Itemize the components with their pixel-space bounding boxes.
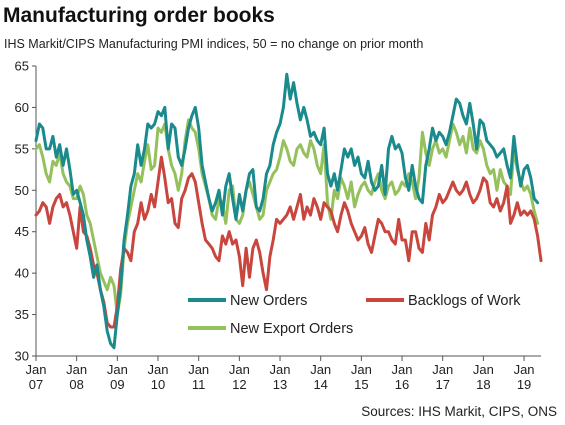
legend: New Orders Backlogs of Work New Export Ord… [188, 293, 521, 337]
x-tick-label-month: Jan [473, 362, 494, 377]
x-tick-label-month: Jan [107, 362, 128, 377]
x-tick-label-year: 11 [192, 377, 206, 392]
x-tick-label-month: Jan [432, 362, 453, 377]
x-tick-label-year: 16 [395, 377, 409, 392]
y-tick-label: 60 [15, 100, 29, 115]
y-tick-label: 45 [15, 224, 29, 239]
x-tick-label-month: Jan [310, 362, 331, 377]
x-tick-label-year: 15 [354, 377, 368, 392]
axes: 3035404550556065Jan07Jan08Jan09Jan10Jan1… [15, 59, 541, 392]
x-tick-label-month: Jan [270, 362, 291, 377]
x-tick-label-year: 14 [313, 377, 327, 392]
chart-subtitle: IHS Markit/CIPS Manufacturing PMI indice… [4, 37, 424, 51]
series-lines [34, 72, 543, 350]
x-tick-label-year: 07 [29, 377, 43, 392]
x-tick-label-month: Jan [148, 362, 169, 377]
x-tick-label-month: Jan [66, 362, 87, 377]
y-tick-label: 55 [15, 141, 29, 156]
x-tick-label-month: Jan [26, 362, 47, 377]
chart-title: Manufacturing order books [3, 4, 275, 27]
x-tick-label-year: 18 [476, 377, 490, 392]
x-tick-label-year: 09 [110, 377, 124, 392]
x-tick-label-year: 19 [517, 377, 531, 392]
x-tick-label-year: 10 [151, 377, 165, 392]
x-tick-label-month: Jan [392, 362, 413, 377]
legend-label-backlogs-of-work: Backlogs of Work [408, 293, 521, 309]
y-tick-label: 40 [15, 266, 29, 281]
legend-label-new-export-orders: New Export Orders [230, 321, 353, 337]
x-tick-label-year: 13 [273, 377, 287, 392]
x-tick-label-year: 17 [435, 377, 449, 392]
series-line-new-orders [34, 72, 540, 350]
x-tick-label-year: 12 [232, 377, 246, 392]
y-tick-label: 50 [15, 183, 29, 198]
x-tick-label-month: Jan [229, 362, 250, 377]
y-tick-label: 35 [15, 307, 29, 322]
x-tick-label-year: 08 [69, 377, 83, 392]
x-tick-label-month: Jan [188, 362, 209, 377]
source-note: Sources: IHS Markit, CIPS, ONS [361, 404, 557, 419]
x-tick-label-month: Jan [351, 362, 372, 377]
x-tick-label-month: Jan [514, 362, 535, 377]
y-tick-label: 30 [15, 349, 29, 364]
y-tick-label: 65 [15, 59, 29, 74]
legend-label-new-orders: New Orders [230, 293, 307, 309]
